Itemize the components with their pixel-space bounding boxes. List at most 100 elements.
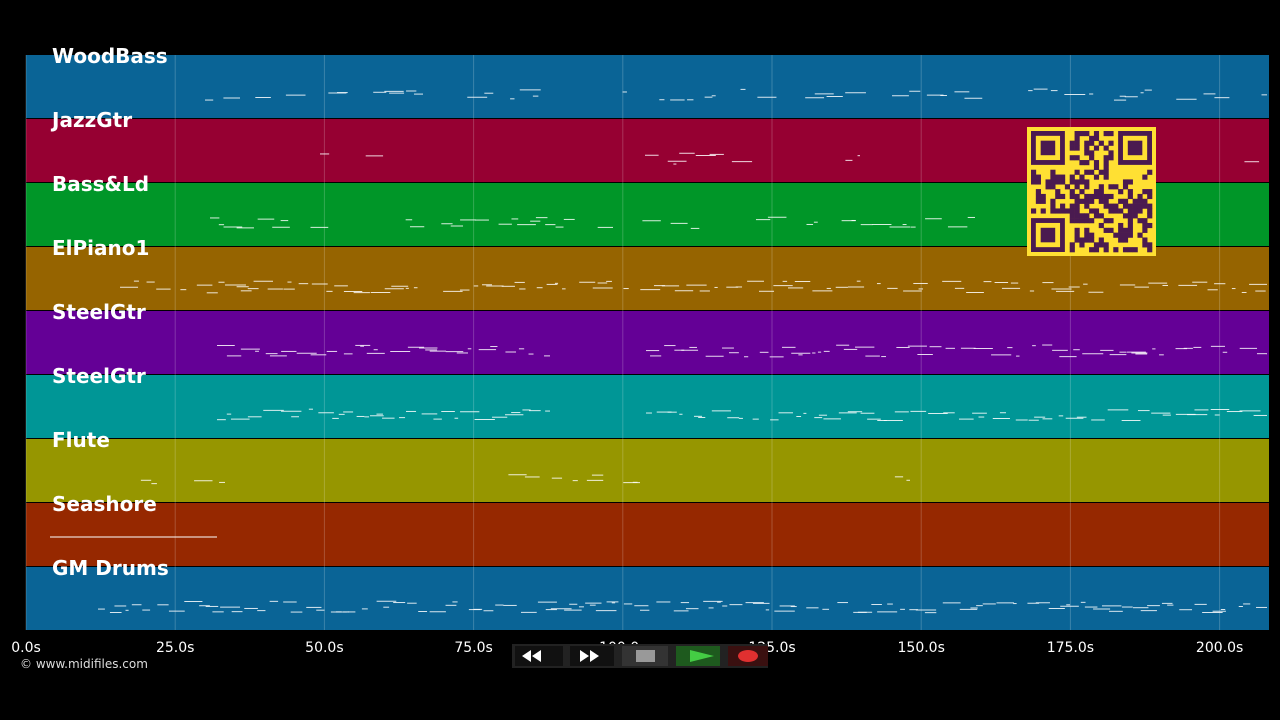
qr-cell [1089,193,1095,200]
qr-cell [1045,184,1051,190]
qr-cell [1089,218,1095,224]
qr-cell [1108,131,1114,137]
qr-cell [1089,232,1095,238]
qr-cell [1050,208,1056,214]
qr-cell [1127,227,1133,233]
track-name: SteelGtr [52,364,146,388]
qr-cell [1098,237,1104,243]
qr-cell [1074,232,1080,238]
qr-cell [1084,237,1090,243]
qr-cell [1103,227,1109,233]
qr-cell [1142,218,1148,224]
qr-cell [1147,169,1153,175]
qr-cell [1122,213,1129,219]
qr-cell [1035,189,1041,195]
qr-cell [1098,213,1104,219]
qr-cell [1079,213,1085,219]
qr-cell [1084,203,1090,209]
credit: © www.midifiles.com [20,657,148,671]
qr-cell [1093,208,1100,214]
play-button[interactable] [676,646,720,666]
qr-cell [1113,203,1119,209]
qr-cell [1074,218,1080,224]
record-button[interactable] [728,646,768,666]
qr-cell [1113,247,1119,253]
qr-cell [1074,208,1080,214]
qr-cell [1060,203,1066,209]
track-lane [26,247,1269,310]
qr-cell [1108,218,1114,224]
qr-cell [1108,203,1114,209]
qr-cell [1069,155,1075,161]
qr-cell [1069,218,1075,224]
qr-cell [1142,203,1148,209]
forward-button[interactable] [570,646,614,666]
qr-cell [1050,179,1056,185]
qr-cell [1084,198,1090,204]
qr-cell [1079,179,1085,185]
qr-cell [1035,193,1041,200]
time-tick-label: 0.0s [11,640,41,656]
qr-cell [1074,184,1080,190]
qr-cell [1084,140,1090,146]
qr-cell [1137,193,1143,200]
qr-cell [1050,169,1056,175]
qr-cell [1074,193,1080,200]
track-name: Seashore [52,492,157,516]
qr-cell [1084,160,1090,166]
qr-cell [1103,198,1109,204]
qr-cell [1079,174,1085,180]
qr-cell [1118,208,1124,214]
qr-cell [1079,160,1085,166]
qr-cell [1074,203,1080,209]
qr-cell [1122,227,1129,233]
qr-cell [1118,227,1124,233]
qr-cell [1040,208,1046,214]
qr-cell [1118,189,1124,195]
qr-cell [1084,150,1090,156]
qr-cell [1127,179,1133,185]
qr-cell [1142,189,1148,195]
track-name: GM Drums [52,556,169,580]
qr-cell [1060,174,1066,180]
qr-cell [1069,242,1075,248]
qr-cell [1103,164,1109,171]
qr-cell [1064,208,1071,214]
qr-cell [1074,135,1080,141]
qr-cell [1103,160,1109,166]
qr-cell [1147,242,1153,248]
qr-cell [1074,198,1080,204]
qr-cell [1108,150,1114,156]
qr-cell [1031,179,1037,185]
qr-cell [1031,169,1037,175]
qr-cell [1108,155,1114,161]
qr-cell [1084,193,1090,200]
rewind-button[interactable] [515,646,563,666]
track-lane [26,55,1269,118]
qr-cell [1093,131,1100,137]
qr-cell [1127,203,1133,209]
qr-cell [1074,237,1080,243]
qr-cell [1084,169,1090,175]
qr-cell [1127,247,1133,253]
qr-cell [1069,174,1075,180]
qr-cell [1142,242,1148,248]
qr-cell [1089,198,1095,204]
qr-cell [1103,145,1109,151]
qr-cell [1113,232,1119,238]
qr-cell [1079,131,1085,137]
qr-cell [1069,203,1075,209]
qr-cell [1108,193,1114,200]
qr-cell [1055,179,1061,185]
qr-cell [1050,203,1056,209]
qr-cell [1147,213,1153,219]
qr-cell [1069,213,1075,219]
stop-button[interactable] [622,646,668,666]
qr-cell [1093,213,1100,219]
qr-cell [1089,237,1095,243]
qr-cell [1127,189,1133,195]
grid [25,55,1221,630]
qr-cell [1035,174,1041,180]
qr-cell [1122,179,1129,185]
qr-cell [1050,184,1056,190]
